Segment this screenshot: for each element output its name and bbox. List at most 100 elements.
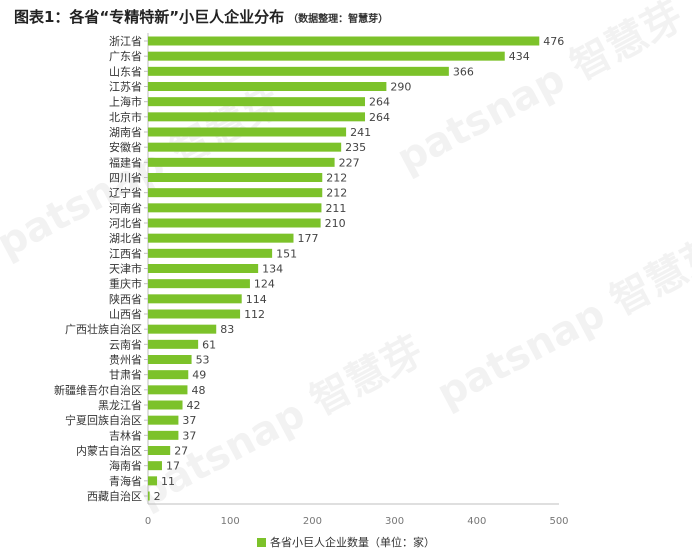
category-label: 安徽省 <box>109 140 142 154</box>
category-label: 西藏自治区 <box>87 489 142 503</box>
bar <box>148 173 323 182</box>
bar <box>148 127 347 137</box>
category-label: 江西省 <box>109 247 142 260</box>
bar-chart: 浙江省 476 广东省 434 山东省 366 江苏省 290 上海市 264 北京市 264 湖南省 2… <box>54 33 569 527</box>
category-label: 上海市 <box>109 95 142 109</box>
bar <box>148 233 294 243</box>
bar <box>148 400 183 410</box>
bar <box>148 248 273 258</box>
bar <box>148 385 188 395</box>
bar <box>148 218 321 228</box>
category-label: 青海省 <box>109 474 142 488</box>
category-label: 辽宁省 <box>109 186 142 200</box>
bar <box>148 188 323 198</box>
x-tick-label: 500 <box>549 516 568 527</box>
data-label: 48 <box>191 384 205 397</box>
x-tick-label: 300 <box>385 516 404 527</box>
data-label: 11 <box>161 475 175 488</box>
bar <box>148 97 366 107</box>
category-label: 吉林省 <box>109 428 142 442</box>
legend: 各省小巨人企业数量（单位：家） <box>0 534 692 550</box>
category-label: 江苏省 <box>109 81 142 94</box>
data-label: 53 <box>196 354 210 367</box>
bar <box>148 491 150 501</box>
data-label: 212 <box>326 172 347 185</box>
bar <box>148 51 505 61</box>
category-label: 河北省 <box>109 217 142 230</box>
category-label: 广东省 <box>109 50 142 63</box>
data-label: 17 <box>166 460 180 473</box>
bar <box>148 309 241 319</box>
x-tick-label: 100 <box>221 516 240 527</box>
data-label: 264 <box>369 96 390 109</box>
bar <box>148 430 179 440</box>
data-label: 476 <box>543 35 564 48</box>
category-label: 山西省 <box>109 308 142 321</box>
x-tick-label: 0 <box>145 516 151 527</box>
bar <box>148 142 342 152</box>
data-label: 112 <box>244 308 265 321</box>
bar <box>148 112 366 122</box>
legend-label: 各省小巨人企业数量（单位：家） <box>270 536 435 549</box>
chart-title-note: （数据整理：智慧芽） <box>288 14 389 25</box>
data-label: 37 <box>182 429 196 442</box>
chart-title-text: 图表1：各省“专精特新”小巨人企业分布 <box>14 8 285 26</box>
bar <box>148 66 449 76</box>
x-tick-label: 400 <box>467 516 486 527</box>
bar <box>148 203 322 213</box>
data-label: 83 <box>220 323 234 336</box>
data-label: 49 <box>192 369 206 382</box>
category-label: 甘肃省 <box>109 369 142 382</box>
bar <box>148 339 199 349</box>
bar <box>148 476 158 486</box>
bar <box>148 157 335 167</box>
category-label: 云南省 <box>109 338 142 351</box>
category-label: 天津市 <box>109 262 142 276</box>
bar <box>148 82 387 91</box>
category-label: 新疆维吾尔自治区 <box>54 383 142 397</box>
data-label: 264 <box>369 111 390 124</box>
data-label: 2 <box>154 490 161 503</box>
legend-swatch <box>257 538 266 547</box>
category-label: 陕西省 <box>109 292 142 306</box>
category-label: 广西壮族自治区 <box>65 322 142 336</box>
category-label: 宁夏回族自治区 <box>65 413 142 427</box>
category-label: 四川省 <box>109 172 142 185</box>
data-label: 42 <box>187 399 201 412</box>
category-label: 重庆市 <box>109 277 142 291</box>
category-label: 贵州省 <box>109 354 142 367</box>
data-label: 210 <box>325 217 346 230</box>
category-label: 黑龙江省 <box>98 399 142 412</box>
category-label: 山东省 <box>109 65 142 78</box>
data-label: 114 <box>246 293 267 306</box>
category-label: 北京市 <box>109 110 142 124</box>
data-label: 212 <box>326 187 347 200</box>
category-label: 河南省 <box>109 202 142 215</box>
data-label: 227 <box>339 156 360 169</box>
bar <box>148 279 250 289</box>
data-label: 434 <box>509 50 530 63</box>
data-label: 211 <box>325 202 346 215</box>
data-label: 290 <box>390 81 411 94</box>
category-label: 浙江省 <box>109 35 142 48</box>
data-label: 151 <box>276 247 297 260</box>
category-label: 福建省 <box>109 155 142 169</box>
data-label: 27 <box>174 445 188 458</box>
bar <box>148 324 217 334</box>
category-label: 内蒙古自治区 <box>76 444 142 458</box>
bar <box>148 461 162 471</box>
bar <box>148 264 259 273</box>
data-label: 37 <box>182 414 196 427</box>
data-label: 124 <box>254 278 275 291</box>
chart-title: 图表1：各省“专精特新”小巨人企业分布 （数据整理：智慧芽） <box>14 6 388 27</box>
x-tick-label: 200 <box>303 516 322 527</box>
data-label: 366 <box>453 65 474 78</box>
bar <box>148 294 242 304</box>
data-label: 241 <box>350 126 371 139</box>
data-label: 61 <box>202 338 216 351</box>
category-label: 湖北省 <box>109 232 142 245</box>
bar <box>148 446 171 455</box>
category-label: 海南省 <box>109 459 142 473</box>
bar <box>148 415 179 425</box>
bar <box>148 36 540 46</box>
